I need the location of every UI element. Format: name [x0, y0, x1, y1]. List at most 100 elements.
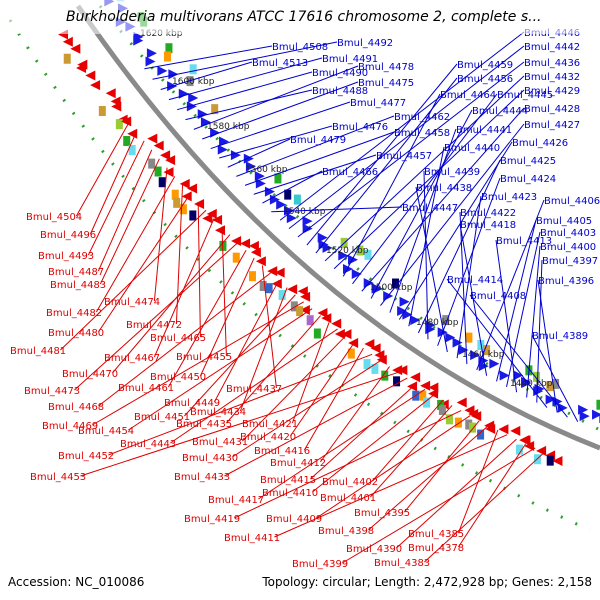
reverse-gene-label[interactable]: Bmul_4480 [48, 328, 104, 339]
forward-gene-label[interactable]: Bmul_4491 [322, 54, 378, 65]
reverse-gene-label[interactable]: Bmul_4472 [126, 320, 182, 331]
forward-gene-label[interactable]: Bmul_4492 [337, 38, 393, 49]
forward-gene-label[interactable]: Bmul_4464 [440, 90, 496, 101]
reverse-gene-label[interactable]: Bmul_4474 [104, 297, 160, 308]
forward-gene-label[interactable]: Bmul_4439 [424, 167, 480, 178]
reverse-gene-label[interactable]: Bmul_4435 [176, 419, 232, 430]
forward-gene-label[interactable]: Bmul_4488 [312, 86, 368, 97]
reverse-gene-label[interactable]: Bmul_4419 [184, 514, 240, 525]
reverse-gene-label[interactable]: Bmul_4402 [322, 477, 378, 488]
forward-gene-label[interactable]: Bmul_4466 [322, 167, 378, 178]
reverse-gene-label[interactable]: Bmul_4398 [318, 526, 374, 537]
forward-gene-label[interactable]: Bmul_4422 [460, 208, 516, 219]
forward-gene-label[interactable]: Bmul_4432 [524, 72, 580, 83]
reverse-gene-label[interactable]: Bmul_4473 [24, 386, 80, 397]
reverse-gene-label[interactable]: Bmul_4449 [164, 398, 220, 409]
reverse-gene-label[interactable]: Bmul_4481 [10, 346, 66, 357]
forward-gene-label[interactable]: Bmul_4459 [457, 60, 513, 71]
forward-gene-label[interactable]: Bmul_4413 [496, 236, 552, 247]
forward-gene-label[interactable]: Bmul_4508 [272, 42, 328, 53]
reverse-gene-label[interactable]: Bmul_4416 [254, 446, 310, 457]
reverse-gene-label[interactable]: Bmul_4496 [40, 230, 96, 241]
forward-gene-label[interactable]: Bmul_4418 [460, 220, 516, 231]
reverse-gene-label[interactable]: Bmul_4452 [58, 451, 114, 462]
reverse-gene-label[interactable]: Bmul_4437 [226, 384, 282, 395]
forward-gene-label[interactable]: Bmul_4458 [394, 128, 450, 139]
reverse-gene-label[interactable]: Bmul_4482 [46, 308, 102, 319]
forward-gene-label[interactable]: Bmul_4403 [540, 228, 596, 239]
forward-gene-label[interactable]: Bmul_4428 [524, 104, 580, 115]
forward-gene-label[interactable]: Bmul_4425 [500, 156, 556, 167]
reverse-gene-label[interactable]: Bmul_4451 [134, 412, 190, 423]
reverse-gene-label[interactable]: Bmul_4450 [150, 372, 206, 383]
reverse-gene-label[interactable]: Bmul_4465 [150, 333, 206, 344]
reverse-gene-label[interactable]: Bmul_4385 [408, 529, 464, 540]
forward-gene-label[interactable]: Bmul_4424 [500, 174, 556, 185]
forward-gene-label[interactable]: Bmul_4479 [290, 135, 346, 146]
forward-gene-label[interactable]: Bmul_4406 [544, 196, 600, 207]
forward-gene-label[interactable]: Bmul_4447 [402, 203, 458, 214]
reverse-gene-label[interactable]: Bmul_4467 [104, 353, 160, 364]
forward-gene-label[interactable]: Bmul_4478 [358, 62, 414, 73]
reverse-gene-label[interactable]: Bmul_4410 [262, 488, 318, 499]
forward-gene-label[interactable]: Bmul_4441 [456, 125, 512, 136]
reverse-gene-label[interactable]: Bmul_4454 [78, 426, 134, 437]
reverse-gene-label[interactable]: Bmul_4383 [374, 558, 430, 569]
forward-gene-label[interactable]: Bmul_4426 [512, 138, 568, 149]
reverse-gene-label[interactable]: Bmul_4487 [48, 267, 104, 278]
reverse-gene-label[interactable]: Bmul_4468 [48, 402, 104, 413]
forward-gene-label[interactable]: Bmul_4405 [536, 216, 592, 227]
reverse-gene-arrow [552, 456, 563, 467]
reverse-gene-label[interactable]: Bmul_4415 [260, 475, 316, 486]
reverse-gene-label[interactable]: Bmul_4395 [354, 508, 410, 519]
forward-gene-label[interactable]: Bmul_4442 [524, 42, 580, 53]
reverse-gene-label[interactable]: Bmul_4401 [320, 493, 376, 504]
reverse-gene-label[interactable]: Bmul_4411 [224, 533, 280, 544]
reverse-gene-label[interactable]: Bmul_4483 [50, 280, 106, 291]
forward-gene-label[interactable]: Bmul_4436 [524, 58, 580, 69]
forward-gene-label[interactable]: Bmul_4423 [481, 192, 537, 203]
forward-gene-label[interactable]: Bmul_4429 [524, 86, 580, 97]
reverse-gene-label[interactable]: Bmul_4455 [176, 352, 232, 363]
reverse-gene-label[interactable]: Bmul_4470 [62, 369, 118, 380]
forward-gene-label[interactable]: Bmul_4438 [416, 183, 472, 194]
reverse-gene-label[interactable]: Bmul_4443 [120, 439, 176, 450]
gene-block [347, 348, 355, 359]
forward-gene-label[interactable]: Bmul_4408 [470, 291, 526, 302]
forward-gene-label[interactable]: Bmul_4445 [497, 90, 553, 101]
reverse-gene-label[interactable]: Bmul_4412 [270, 458, 326, 469]
forward-gene-label[interactable]: Bmul_4476 [332, 122, 388, 133]
forward-gene-label[interactable]: Bmul_4457 [376, 151, 432, 162]
forward-gene-label[interactable]: Bmul_4389 [532, 331, 588, 342]
reverse-gene-label[interactable]: Bmul_4421 [242, 419, 298, 430]
forward-gene-label[interactable]: Bmul_4414 [447, 275, 503, 286]
forward-gene-label[interactable]: Bmul_4444 [472, 106, 528, 117]
forward-gene-label[interactable]: Bmul_4513 [252, 58, 308, 69]
forward-gene-label[interactable]: Bmul_4397 [542, 256, 598, 267]
forward-gene-label[interactable]: Bmul_4400 [540, 242, 596, 253]
reverse-gene-arrow [485, 423, 496, 434]
forward-gene-label[interactable]: Bmul_4396 [538, 276, 594, 287]
forward-gene-label[interactable]: Bmul_4477 [350, 98, 406, 109]
forward-gene-label[interactable]: Bmul_4475 [358, 78, 414, 89]
forward-gene-label[interactable]: Bmul_4490 [312, 68, 368, 79]
forward-gene-label[interactable]: Bmul_4440 [444, 143, 500, 154]
reverse-gene-label[interactable]: Bmul_4390 [346, 544, 402, 555]
reverse-gene-label[interactable]: Bmul_4399 [292, 559, 348, 570]
reverse-gene-label[interactable]: Bmul_4434 [190, 407, 246, 418]
forward-gene-label[interactable]: Bmul_4427 [524, 120, 580, 131]
reverse-gene-label[interactable]: Bmul_4378 [408, 543, 464, 554]
reverse-gene-label[interactable]: Bmul_4430 [182, 453, 238, 464]
forward-gene-label[interactable]: Bmul_4456 [457, 74, 513, 85]
reverse-gene-label[interactable]: Bmul_4469 [42, 421, 98, 432]
reverse-gene-label[interactable]: Bmul_4504 [26, 212, 82, 223]
reverse-gene-label[interactable]: Bmul_4433 [174, 472, 230, 483]
reverse-gene-label[interactable]: Bmul_4409 [266, 514, 322, 525]
reverse-gene-label[interactable]: Bmul_4493 [38, 251, 94, 262]
reverse-gene-label[interactable]: Bmul_4453 [30, 472, 86, 483]
reverse-gene-label[interactable]: Bmul_4461 [118, 383, 174, 394]
reverse-gene-label[interactable]: Bmul_4431 [192, 437, 248, 448]
forward-gene-label[interactable]: Bmul_4462 [394, 112, 450, 123]
reverse-gene-label[interactable]: Bmul_4417 [208, 495, 264, 506]
reverse-gene-label[interactable]: Bmul_4420 [240, 432, 296, 443]
